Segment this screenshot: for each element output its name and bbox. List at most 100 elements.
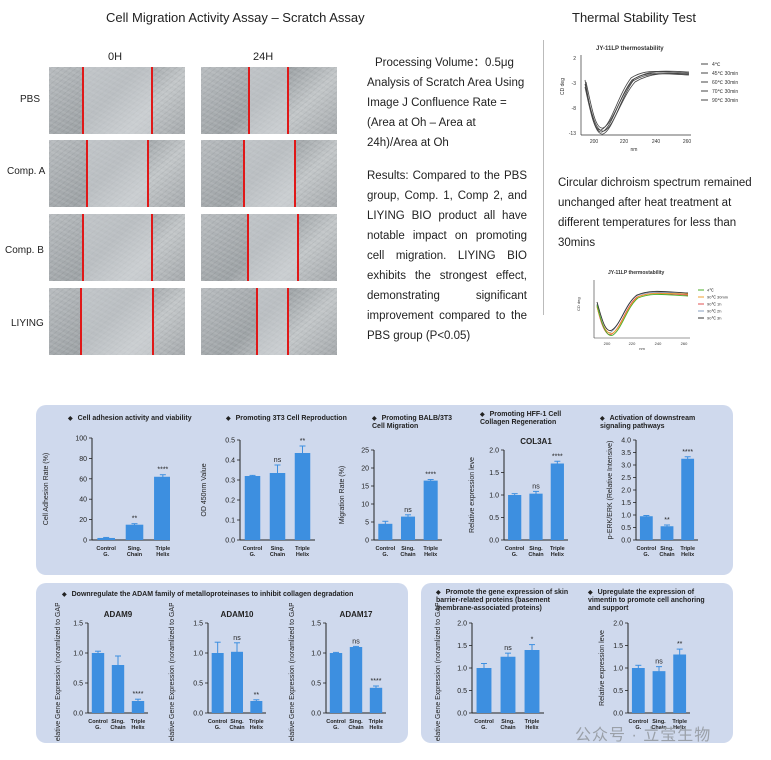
x-tick-label: Control G. xyxy=(88,719,108,731)
y-tick-label: 0.0 xyxy=(73,711,83,718)
analysis-text: Analysis of Scratch Area Using Image J C… xyxy=(367,77,525,149)
column-label-0h: 0H xyxy=(108,51,123,63)
x-tick-label: Control G. xyxy=(505,546,525,558)
y-tick-label: 5 xyxy=(365,520,369,527)
scratch-edge-left xyxy=(256,288,258,355)
scratch-edge-right xyxy=(147,140,149,207)
x-tick-label: Triple Helix xyxy=(672,719,687,731)
panel1-title-reproduction: ◆ Promoting 3T3 Cell Reproduction xyxy=(226,415,347,422)
y-tick-label: 0.5 xyxy=(193,681,203,688)
y-tick-label: 2.5 xyxy=(621,475,631,482)
x-tick-label: Triple Helix xyxy=(423,546,438,558)
y-tick-label: 1.0 xyxy=(613,666,623,673)
cd1-title: JY-11LP thermostability xyxy=(596,46,664,52)
cd1-ytick-0: 2 xyxy=(573,56,576,62)
bar xyxy=(631,668,645,713)
panel-cell-assays xyxy=(36,405,733,575)
scratch-image-pbs-0h xyxy=(49,67,185,134)
panel1-title-collagen: ◆ Promoting HFF-1 Cell Collagen Regenerat… xyxy=(480,411,562,426)
bar xyxy=(125,524,144,540)
bar xyxy=(378,523,393,540)
bar xyxy=(529,493,543,540)
thermal-caption: Circular dichroism spectrum remained unc… xyxy=(558,177,752,249)
x-tick-label: Triple Helix xyxy=(525,719,540,731)
thermal-title: Thermal Stability Test xyxy=(572,10,697,25)
panel3-title-barrier: ◆ Promote the gene expression of skin bar… xyxy=(436,589,569,612)
x-tick-label: Triple Helix xyxy=(295,546,310,558)
y-tick-label: 1.5 xyxy=(311,621,321,628)
significance-label: ** xyxy=(300,438,306,445)
bar xyxy=(500,656,516,713)
cd2-xtick-2: 240 xyxy=(655,341,662,346)
bar-chart-2: 0 5 10 15 20 25 Migration Rate (%) Control G. ns S… xyxy=(336,434,456,575)
bar xyxy=(154,476,172,540)
scratch-assay-title: Cell Migration Activity Assay – Scratch … xyxy=(106,10,365,25)
y-axis-label: Relative expression leve xyxy=(469,457,476,533)
y-tick-label: 0.0 xyxy=(621,538,631,545)
y-axis-label: OD 450nm Value xyxy=(201,463,208,516)
scratch-image-comp-a-0h xyxy=(49,140,185,207)
results-text: Results: Compared to the PBS group, Comp… xyxy=(367,170,527,342)
y-tick-label: 1.5 xyxy=(621,500,631,507)
bar xyxy=(269,473,286,540)
scratch-edge-left xyxy=(248,67,250,134)
significance-label: ** xyxy=(254,692,260,699)
scratch-edge-right xyxy=(297,214,299,281)
bar-chart-4: 0.0 0.5 1.0 1.5 2.0 2.5 3.0 3.5 4.0 p-ERK/ERK (Re… xyxy=(604,428,714,575)
x-tick-label: Triple Helix xyxy=(131,719,146,731)
y-tick-label: 3.5 xyxy=(621,450,631,457)
significance-label: ns xyxy=(233,635,241,642)
cd1-ytick-2: -8 xyxy=(572,106,577,112)
panel1-title-migration: ◆ Promoting BALB/3T3 Cell Migration xyxy=(372,415,453,430)
y-tick-label: 1.5 xyxy=(73,621,83,628)
y-axis-label: Relative Gene Expression (noramlized to … xyxy=(55,603,62,741)
bar xyxy=(211,653,224,713)
scratch-edge-left xyxy=(82,214,84,281)
significance-label: ns xyxy=(352,638,360,645)
scratch-image-comp-b-0h xyxy=(49,214,185,281)
significance-label: **** xyxy=(157,467,168,474)
y-tick-label: 25 xyxy=(361,448,369,455)
bar-chart-9: 0.0 0.5 1.0 1.5 2.0 Relative expression leve C… xyxy=(596,603,716,746)
cd1-legend-1: 45℃ 30min xyxy=(712,71,738,77)
scratch-edge-right xyxy=(294,140,296,207)
x-tick-label: Sing. Chain xyxy=(110,719,126,731)
chart-title: ADAM17 xyxy=(340,610,373,619)
y-tick-label: 1.0 xyxy=(457,666,467,673)
y-tick-label: 0.5 xyxy=(311,681,321,688)
y-tick-label: 1.0 xyxy=(193,651,203,658)
significance-label: **** xyxy=(133,691,144,698)
cd2-legend-1: 90℃ 30min xyxy=(707,295,728,300)
bar xyxy=(400,516,416,540)
scratch-edge-right xyxy=(287,67,289,134)
y-tick-label: 2.0 xyxy=(621,488,631,495)
cd1-xtick-1: 220 xyxy=(620,139,629,145)
y-tick-label: 1.0 xyxy=(311,651,321,658)
significance-label: ns xyxy=(504,645,512,652)
y-tick-label: 0.5 xyxy=(457,688,467,695)
cd2-legend-0: 4℃ xyxy=(707,288,714,293)
bar xyxy=(673,654,687,713)
y-axis-label: Relative expression leve xyxy=(599,630,606,706)
bar xyxy=(244,476,261,540)
scratch-edge-left xyxy=(243,140,245,207)
y-tick-label: 0 xyxy=(365,538,369,545)
y-tick-label: 1.0 xyxy=(489,493,499,500)
y-tick-label: 1.5 xyxy=(457,643,467,650)
scratch-image-liying-24h xyxy=(201,288,337,355)
y-tick-label: 10 xyxy=(361,502,369,509)
significance-label: * xyxy=(531,637,534,644)
scratch-edge-left xyxy=(247,214,249,281)
processing-volume-text: Processing Volume：0.5μg xyxy=(375,57,514,69)
x-tick-label: Triple Helix xyxy=(155,546,170,558)
chart-title: COL3A1 xyxy=(520,437,552,446)
x-tick-label: Sing. Chain xyxy=(651,719,667,731)
y-tick-label: 0.0 xyxy=(193,711,203,718)
x-tick-label: Triple Helix xyxy=(249,719,264,731)
significance-label: ns xyxy=(404,507,412,514)
section-divider xyxy=(543,40,544,315)
cd2-ylabel: CD deg xyxy=(576,297,581,311)
cd2-title: JY-11LP thermostability xyxy=(608,270,665,276)
cd1-legend-4: 90℃ 30min xyxy=(712,98,738,104)
y-tick-label: 0.5 xyxy=(613,688,623,695)
